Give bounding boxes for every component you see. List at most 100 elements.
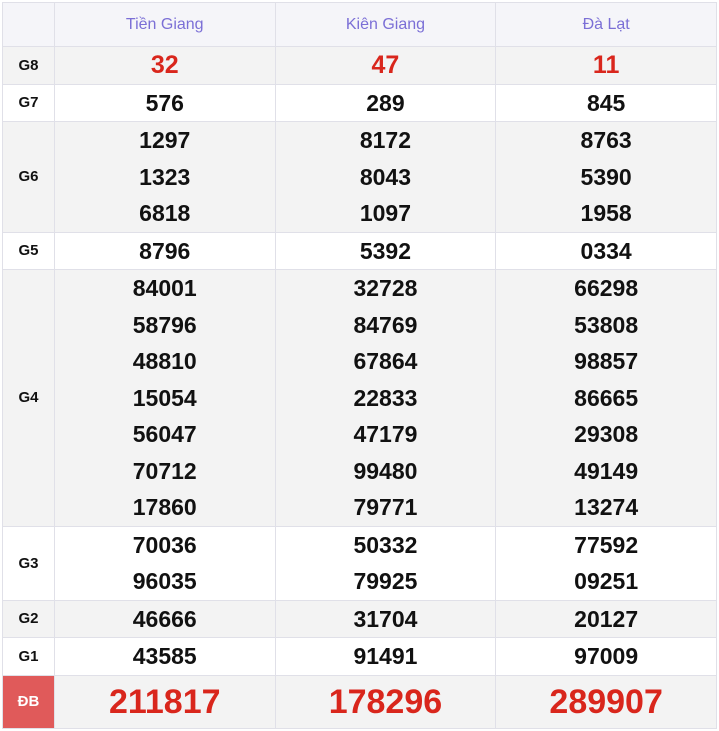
prize-cell: 8796 [53, 231, 276, 270]
prize-number: 58796 [132, 311, 197, 338]
prize-row-g4: G4 84001 58796 48810 15054 56047 70712 17860 327… [2, 269, 717, 527]
prize-number: 8763 [580, 127, 632, 153]
province-header: Đà Lạt [495, 2, 717, 47]
prize-number: 20127 [574, 605, 639, 632]
prize-cell: 576 [53, 83, 276, 122]
prize-number: 8172 [359, 127, 412, 153]
prize-number: 576 [145, 89, 184, 116]
prize-cell: 32 [53, 46, 276, 85]
prize-label: G8 [2, 46, 55, 85]
prize-number: 47 [371, 51, 400, 79]
prize-number: 8043 [359, 163, 412, 190]
prize-number: 48810 [132, 348, 197, 374]
prize-cell: 47 [274, 46, 497, 85]
prize-number: 1097 [359, 200, 412, 226]
prize-cell: 0334 [495, 231, 717, 270]
prize-cell: 178296 [274, 674, 497, 729]
prize-number: 79925 [353, 568, 418, 594]
prize-cell: 8763 5390 1958 [495, 121, 717, 233]
prize-label: ĐB [2, 674, 55, 729]
corner-cell [2, 2, 55, 47]
prize-cell: 66298 53808 98857 86665 29308 49149 13274 [495, 269, 717, 527]
prize-row-g5: G5 8796 5392 0334 [2, 231, 717, 270]
prize-cell: 8172 8043 1097 [274, 121, 497, 233]
prize-row-g3: G3 70036 96035 50332 79925 77592 09251 [2, 525, 717, 601]
prize-number: 845 [586, 89, 626, 116]
prize-number: 178296 [328, 682, 443, 721]
prize-row-g2: G2 46666 31704 20127 [2, 599, 717, 638]
prize-number: 79771 [353, 494, 418, 520]
prize-number: 32728 [353, 275, 418, 301]
prize-number: 53808 [574, 311, 639, 338]
prize-row-g8: G8 32 47 11 [2, 46, 717, 85]
prize-number: 96035 [132, 568, 197, 594]
prize-cell: 50332 79925 [274, 525, 497, 601]
prize-cell: 91491 [274, 637, 497, 676]
prize-number: 84001 [132, 275, 197, 301]
prize-cell: 97009 [495, 637, 717, 676]
prize-number: 211817 [108, 682, 221, 721]
prize-cell: 5392 [274, 231, 497, 270]
prize-number: 70036 [132, 531, 197, 558]
prize-cell: 46666 [53, 599, 276, 638]
prize-number: 99480 [353, 457, 418, 484]
prize-number: 289 [366, 89, 405, 116]
prize-number: 91491 [353, 643, 418, 669]
prize-label: G5 [2, 231, 55, 270]
prize-number: 47179 [353, 421, 418, 447]
prize-number: 66298 [574, 275, 639, 301]
prize-number: 13274 [574, 494, 639, 520]
prize-label: G1 [2, 637, 55, 676]
prize-number: 50332 [353, 531, 418, 558]
prize-label: G3 [2, 525, 55, 601]
prize-cell: 32728 84769 67864 22833 47179 99480 79771 [274, 269, 497, 527]
province-header: Tiền Giang [53, 2, 276, 47]
prize-number: 8796 [139, 237, 191, 264]
prize-cell: 43585 [53, 637, 276, 676]
prize-number: 98857 [574, 348, 639, 374]
prize-number: 86665 [574, 384, 639, 411]
province-header: Kiên Giang [274, 2, 497, 47]
prize-label: G2 [2, 599, 55, 638]
prize-cell: 211817 [53, 674, 276, 729]
prize-number: 11 [592, 51, 620, 79]
prize-number: 1323 [139, 163, 191, 190]
prize-label: G7 [2, 83, 55, 122]
prize-number: 43585 [132, 643, 197, 669]
prize-number: 56047 [132, 421, 197, 447]
prize-number: 84769 [353, 311, 418, 338]
prize-cell: 77592 09251 [495, 525, 717, 601]
prize-number: 46666 [132, 605, 197, 632]
prize-number: 31704 [353, 605, 418, 632]
prize-number: 32 [150, 51, 179, 79]
prize-row-g1: G1 43585 91491 97009 [2, 637, 717, 676]
prize-cell: 289 [274, 83, 497, 122]
prize-number: 17860 [132, 494, 197, 520]
header-row: Tiền Giang Kiên Giang Đà Lạt [2, 2, 717, 47]
prize-number: 22833 [353, 384, 418, 411]
prize-number: 49149 [574, 457, 639, 484]
prize-number: 6818 [139, 200, 191, 226]
prize-number: 15054 [132, 384, 197, 411]
prize-cell: 289907 [495, 674, 717, 729]
prize-cell: 70036 96035 [53, 525, 276, 601]
prize-number: 1958 [580, 200, 632, 226]
prize-number: 97009 [574, 643, 639, 669]
prize-label: G4 [2, 269, 55, 527]
prize-number: 67864 [353, 348, 418, 374]
prize-cell: 20127 [495, 599, 717, 638]
prize-number: 289907 [549, 682, 663, 721]
prize-number: 1297 [139, 127, 191, 153]
prize-number: 5392 [359, 237, 412, 264]
prize-cell: 1297 1323 6818 [53, 121, 276, 233]
prize-number: 29308 [574, 421, 639, 447]
prize-number: 09251 [574, 568, 639, 594]
prize-cell: 84001 58796 48810 15054 56047 70712 17860 [53, 269, 276, 527]
prize-row-g6: G6 1297 1323 6818 8172 8043 1097 8763 5390 1958 [2, 121, 717, 233]
prize-label: G6 [2, 121, 55, 233]
prize-number: 5390 [580, 163, 632, 190]
prize-row-db: ĐB 211817 178296 289907 [2, 674, 717, 729]
prize-number: 70712 [132, 457, 197, 484]
prize-number: 0334 [580, 237, 632, 264]
